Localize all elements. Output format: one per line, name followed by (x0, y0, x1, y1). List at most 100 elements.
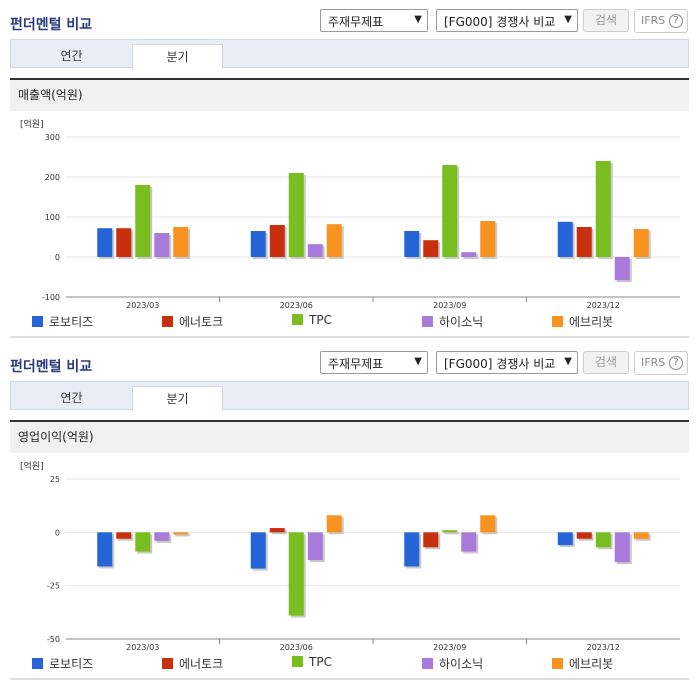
search-button[interactable]: 검색 (583, 351, 629, 374)
section-title: 펀더멘털 비교 (10, 17, 93, 33)
legend-item-hysonic[interactable]: 하이소닉 (422, 655, 483, 672)
x-tick-label: 2023/03 (126, 643, 159, 652)
fundamental-compare-operating-profit: 펀더멘털 비교 주재무제표 ▼ [FG000] 경쟁사 비교 ▼ 검색 IFRS… (0, 342, 696, 684)
operating-profit-bar-chart: [억원] 25 0 -25 -50 2023/03 2023/06 2023/09 2023/1… (20, 460, 680, 652)
chevron-down-icon: ▼ (414, 356, 422, 367)
bar (173, 227, 189, 257)
x-tick-label: 2023/12 (587, 643, 620, 652)
bar (576, 532, 592, 539)
x-tick-label: 2023/06 (280, 301, 313, 310)
bar (423, 532, 439, 548)
group-select[interactable]: [FG000] 경쟁사 비교 ▼ (436, 351, 578, 374)
bar (614, 257, 630, 281)
bar-shadow (444, 532, 460, 535)
bar (557, 532, 573, 546)
y-tick-label: 100 (45, 213, 60, 222)
y-tick-label: 0 (55, 253, 60, 262)
bar (595, 532, 611, 548)
legend-item-everybot[interactable]: 에브리봇 (552, 655, 613, 672)
y-tick-label: 200 (45, 173, 60, 182)
bar (307, 532, 323, 561)
bar (480, 221, 496, 257)
bar (633, 532, 649, 539)
fundamental-compare-revenue: 펀더멘털 비교 주재무제표 ▼ [FG000] 경쟁사 비교 ▼ 검색 IFRS… (0, 9, 696, 338)
bar (288, 532, 304, 616)
period-tabs: 연간 분기 (10, 381, 689, 411)
search-button[interactable]: 검색 (583, 9, 629, 32)
bar (116, 228, 132, 257)
bar (173, 532, 189, 535)
bar (442, 530, 458, 533)
bar (269, 528, 285, 533)
bar (116, 532, 132, 539)
statement-select[interactable]: 주재무제표 ▼ (320, 9, 428, 32)
bar (97, 228, 113, 257)
chart-legend: 로보티즈 에너토크 TPC 하이소닉 에브리봇 (0, 655, 696, 673)
legend-item-robotis[interactable]: 로보티즈 (32, 655, 93, 672)
group-select-value: [FG000] 경쟁사 비교 (444, 357, 556, 371)
legend-item-hysonic[interactable]: 하이소닉 (422, 313, 483, 330)
y-tick-label: 25 (50, 475, 60, 484)
metric-title: 매출액(억원) (10, 78, 689, 111)
bar (480, 515, 496, 533)
chart-legend: 로보티즈 에너토크 TPC 하이소닉 에브리봇 (0, 313, 696, 331)
metric-title: 영업이익(억원) (10, 420, 689, 453)
legend-swatch (422, 658, 433, 669)
bar (595, 161, 611, 257)
divider (10, 678, 689, 680)
tab-quarter[interactable]: 분기 (132, 44, 223, 69)
period-tabs: 연간 분기 (10, 39, 689, 69)
bar (614, 532, 630, 563)
bar (250, 231, 266, 257)
tab-annual[interactable]: 연간 (60, 391, 83, 405)
bar (326, 224, 342, 257)
statement-select-value: 주재무제표 (328, 357, 384, 371)
ifrs-button[interactable]: IFRS ? (634, 351, 688, 375)
x-tick-label: 2023/09 (433, 643, 466, 652)
group-select[interactable]: [FG000] 경쟁사 비교 ▼ (436, 9, 578, 32)
y-tick-label: -25 (47, 582, 60, 591)
legend-item-tpc[interactable]: TPC (292, 313, 332, 327)
statement-select-value: 주재무제표 (328, 15, 384, 29)
bar (404, 231, 420, 257)
bar (576, 227, 592, 257)
help-icon: ? (669, 14, 683, 28)
help-icon: ? (669, 356, 683, 370)
y-tick-label: 300 (45, 133, 60, 142)
y-tick-label: -50 (47, 635, 60, 644)
bar (461, 252, 477, 257)
y-tick-label: -100 (42, 293, 60, 302)
legend-item-enertork[interactable]: 에너토크 (162, 655, 223, 672)
legend-item-robotis[interactable]: 로보티즈 (32, 313, 93, 330)
bar-shadow (175, 534, 191, 537)
ifrs-button[interactable]: IFRS ? (634, 9, 688, 33)
bar (269, 225, 285, 257)
tab-quarter[interactable]: 분기 (132, 386, 223, 411)
legend-swatch (32, 316, 43, 327)
bar (307, 244, 323, 257)
legend-swatch (552, 316, 563, 327)
section-title: 펀더멘털 비교 (10, 359, 93, 375)
legend-swatch (552, 658, 563, 669)
legend-swatch (32, 658, 43, 669)
bar (557, 221, 573, 257)
legend-item-everybot[interactable]: 에브리봇 (552, 313, 613, 330)
bar (288, 173, 304, 257)
ifrs-label: IFRS (641, 14, 666, 27)
bar (404, 532, 420, 567)
bar (461, 532, 477, 552)
tab-annual[interactable]: 연간 (60, 49, 83, 63)
legend-item-enertork[interactable]: 에너토크 (162, 313, 223, 330)
statement-select[interactable]: 주재무제표 ▼ (320, 351, 428, 374)
bar (135, 532, 151, 552)
y-tick-label: 0 (55, 528, 60, 537)
revenue-bar-chart: [억원]300 200 100 0 -100 2023/03 2023/06 2023/09 2… (20, 118, 680, 310)
ifrs-label: IFRS (641, 356, 666, 369)
unit-label: [억원] (20, 118, 44, 130)
x-tick-label: 2023/06 (280, 643, 313, 652)
bar (154, 233, 170, 257)
unit-label: [억원] (20, 460, 44, 472)
bar (135, 185, 151, 257)
legend-swatch (162, 658, 173, 669)
legend-item-tpc[interactable]: TPC (292, 655, 332, 669)
